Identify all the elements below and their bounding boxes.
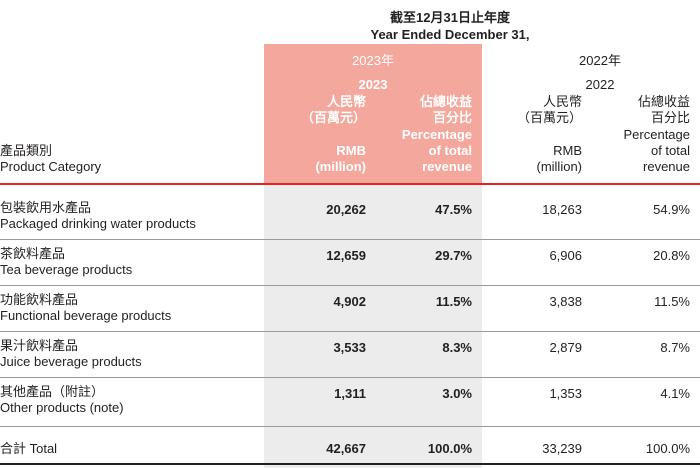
- rmb-2022-cell: 6,906: [549, 248, 582, 263]
- highlight-2023-header: [264, 44, 482, 184]
- rmb-2023-en-2: (million): [315, 159, 366, 174]
- total-rmb-2023: 42,667: [326, 441, 366, 456]
- pct-2023-en-1: Percentage: [401, 127, 472, 142]
- year-2022: 2022: [585, 77, 615, 92]
- row-divider: [0, 331, 700, 332]
- pct-2022-cell: 8.7%: [660, 340, 690, 355]
- pct-2022-en-3: revenue: [643, 159, 690, 174]
- rmb-2022-cell: 1,353: [549, 386, 582, 401]
- year-2023: 2023: [358, 77, 388, 92]
- rmb-2023-cell: 20,262: [326, 202, 366, 217]
- pct-2023-cell: 3.0%: [442, 386, 472, 401]
- period-title-zh: 截至12月31日止年度: [390, 10, 510, 25]
- pct-2023-cell: 29.7%: [435, 248, 472, 263]
- row-divider: [0, 239, 700, 240]
- row-divider: [0, 285, 700, 286]
- rmb-2023-cell: 3,533: [333, 340, 366, 355]
- pct-2023-cell: 8.3%: [442, 340, 472, 355]
- pct-2023-cell: 11.5%: [435, 294, 472, 309]
- rmb-2022-zh-1: 人民幣: [542, 94, 582, 109]
- pct-2022-cell: 11.5%: [654, 294, 690, 309]
- rmb-2023-cell: 1,311: [334, 386, 366, 401]
- row-label-en: Other products (note): [0, 400, 124, 415]
- pct-2022-zh-1: 佔總收益: [637, 94, 690, 109]
- pct-2022-cell: 54.9%: [653, 202, 690, 217]
- rmb-2023-zh-2: （百萬元）: [300, 110, 366, 125]
- row-label-zh: 其他產品（附註）: [0, 384, 105, 399]
- rmb-2022-en-2: (million): [536, 159, 583, 174]
- total-label: 合計 Total: [0, 441, 58, 456]
- pct-2022-zh-2: 百分比: [650, 110, 690, 125]
- total-pct-2022: 100.0%: [645, 441, 690, 456]
- row-label-en: Packaged drinking water products: [0, 216, 196, 231]
- pct-2023-en-2: of total: [428, 143, 472, 158]
- row-label-zh: 茶飲料產品: [0, 246, 66, 261]
- total-rmb-2022: 33,239: [542, 441, 582, 456]
- rmb-2023-zh-1: 人民幣: [326, 94, 366, 109]
- total-pct-2023: 100.0%: [427, 441, 472, 456]
- pct-2022-en-1: Percentage: [623, 127, 691, 142]
- category-header-en: Product Category: [0, 159, 102, 174]
- rmb-2022-zh-2: （百萬元）: [516, 110, 582, 125]
- total-divider: [0, 426, 700, 427]
- rmb-2023-cell: 4,902: [333, 294, 366, 309]
- rmb-2022-cell: 2,879: [549, 340, 582, 355]
- row-label-zh: 功能飲料產品: [0, 292, 79, 307]
- pct-2023-zh-1: 佔總收益: [419, 94, 472, 109]
- row-label-en: Functional beverage products: [0, 308, 172, 323]
- row-divider: [0, 377, 700, 378]
- row-label-en: Juice beverage products: [0, 354, 142, 369]
- year-2022-label: 2022年: [579, 53, 621, 68]
- pct-2022-en-2: of total: [650, 143, 690, 158]
- period-title-en: Year Ended December 31,: [370, 27, 530, 42]
- rmb-2022-cell: 3,838: [549, 294, 582, 309]
- row-label-zh: 包裝飲用水產品: [0, 200, 92, 215]
- header-divider: [0, 183, 700, 185]
- rmb-2022-en-1: RMB: [553, 143, 582, 158]
- rmb-2022-cell: 18,263: [542, 202, 582, 217]
- highlight-2023-body: [264, 184, 482, 468]
- year-2023-label: 2023年: [352, 53, 394, 68]
- rmb-2023-en-1: RMB: [336, 143, 366, 158]
- pct-2022-cell: 20.8%: [653, 248, 690, 263]
- pct-2023-zh-2: 百分比: [432, 110, 472, 125]
- row-label-zh: 果汁飲料產品: [0, 338, 79, 353]
- pct-2023-cell: 47.5%: [435, 202, 472, 217]
- category-header-zh: 產品類別: [0, 143, 53, 158]
- pct-2022-cell: 4.1%: [660, 386, 690, 401]
- row-label-en: Tea beverage products: [0, 262, 133, 277]
- rmb-2023-cell: 12,659: [326, 248, 366, 263]
- pct-2023-en-3: revenue: [422, 159, 472, 174]
- table-bottom-rule: [0, 463, 700, 465]
